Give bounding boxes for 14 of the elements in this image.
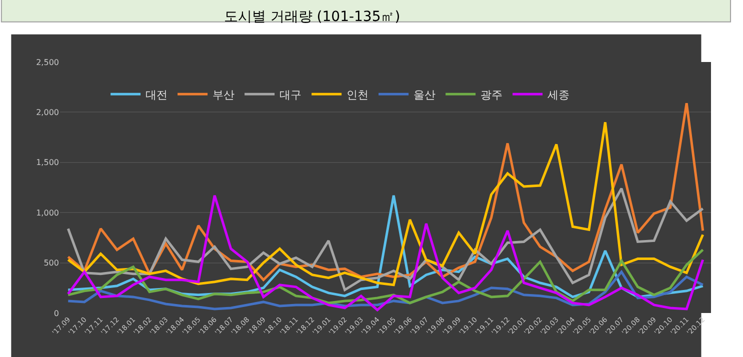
y-tick-label: 1,500 <box>36 158 59 168</box>
legend-label: 부산 <box>212 88 235 102</box>
legend-label: 인천 <box>346 88 369 102</box>
chart-title: 도시별 거래량 (101-135㎡) <box>224 8 400 25</box>
legend-label: 대구 <box>280 88 302 102</box>
legend-label: 세종 <box>548 88 570 102</box>
legend-label: 대전 <box>146 88 168 102</box>
y-tick-label: 500 <box>44 258 59 268</box>
y-tick-label: 2,500 <box>36 58 59 67</box>
y-tick-label: 0 <box>54 308 59 318</box>
y-tick-label: 1,000 <box>36 208 59 218</box>
y-tick-label: 2,000 <box>36 108 59 117</box>
legend-label: 울산 <box>414 88 436 102</box>
legend-label: 광주 <box>480 88 503 102</box>
